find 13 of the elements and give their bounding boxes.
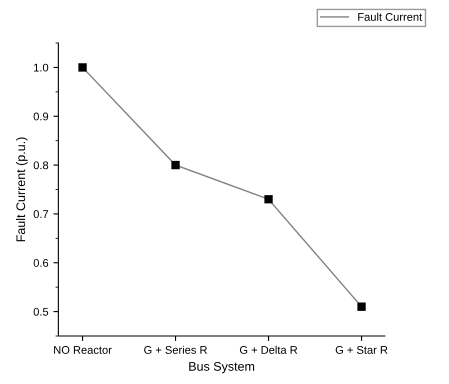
x-tick-label: NO Reactor (54, 346, 112, 354)
y-tick-label: 0.9 (34, 112, 48, 120)
y-tick-label: 0.8 (34, 161, 48, 170)
y-tick-label: 0.6 (34, 259, 48, 267)
y-axis-title: Fault Current (p.u.) (16, 137, 28, 242)
x-axis-title: Bus System (189, 362, 254, 374)
x-tick-label: G + Series R (144, 346, 207, 354)
legend-label: Fault Current (358, 12, 422, 21)
x-tick-label: G + Delta R (240, 346, 298, 354)
y-tick-label: 1.0 (34, 64, 48, 72)
y-tick-label: 0.7 (34, 210, 48, 218)
y-tick-label: 0.5 (34, 308, 48, 316)
x-tick-label: G + Star R (336, 346, 388, 354)
